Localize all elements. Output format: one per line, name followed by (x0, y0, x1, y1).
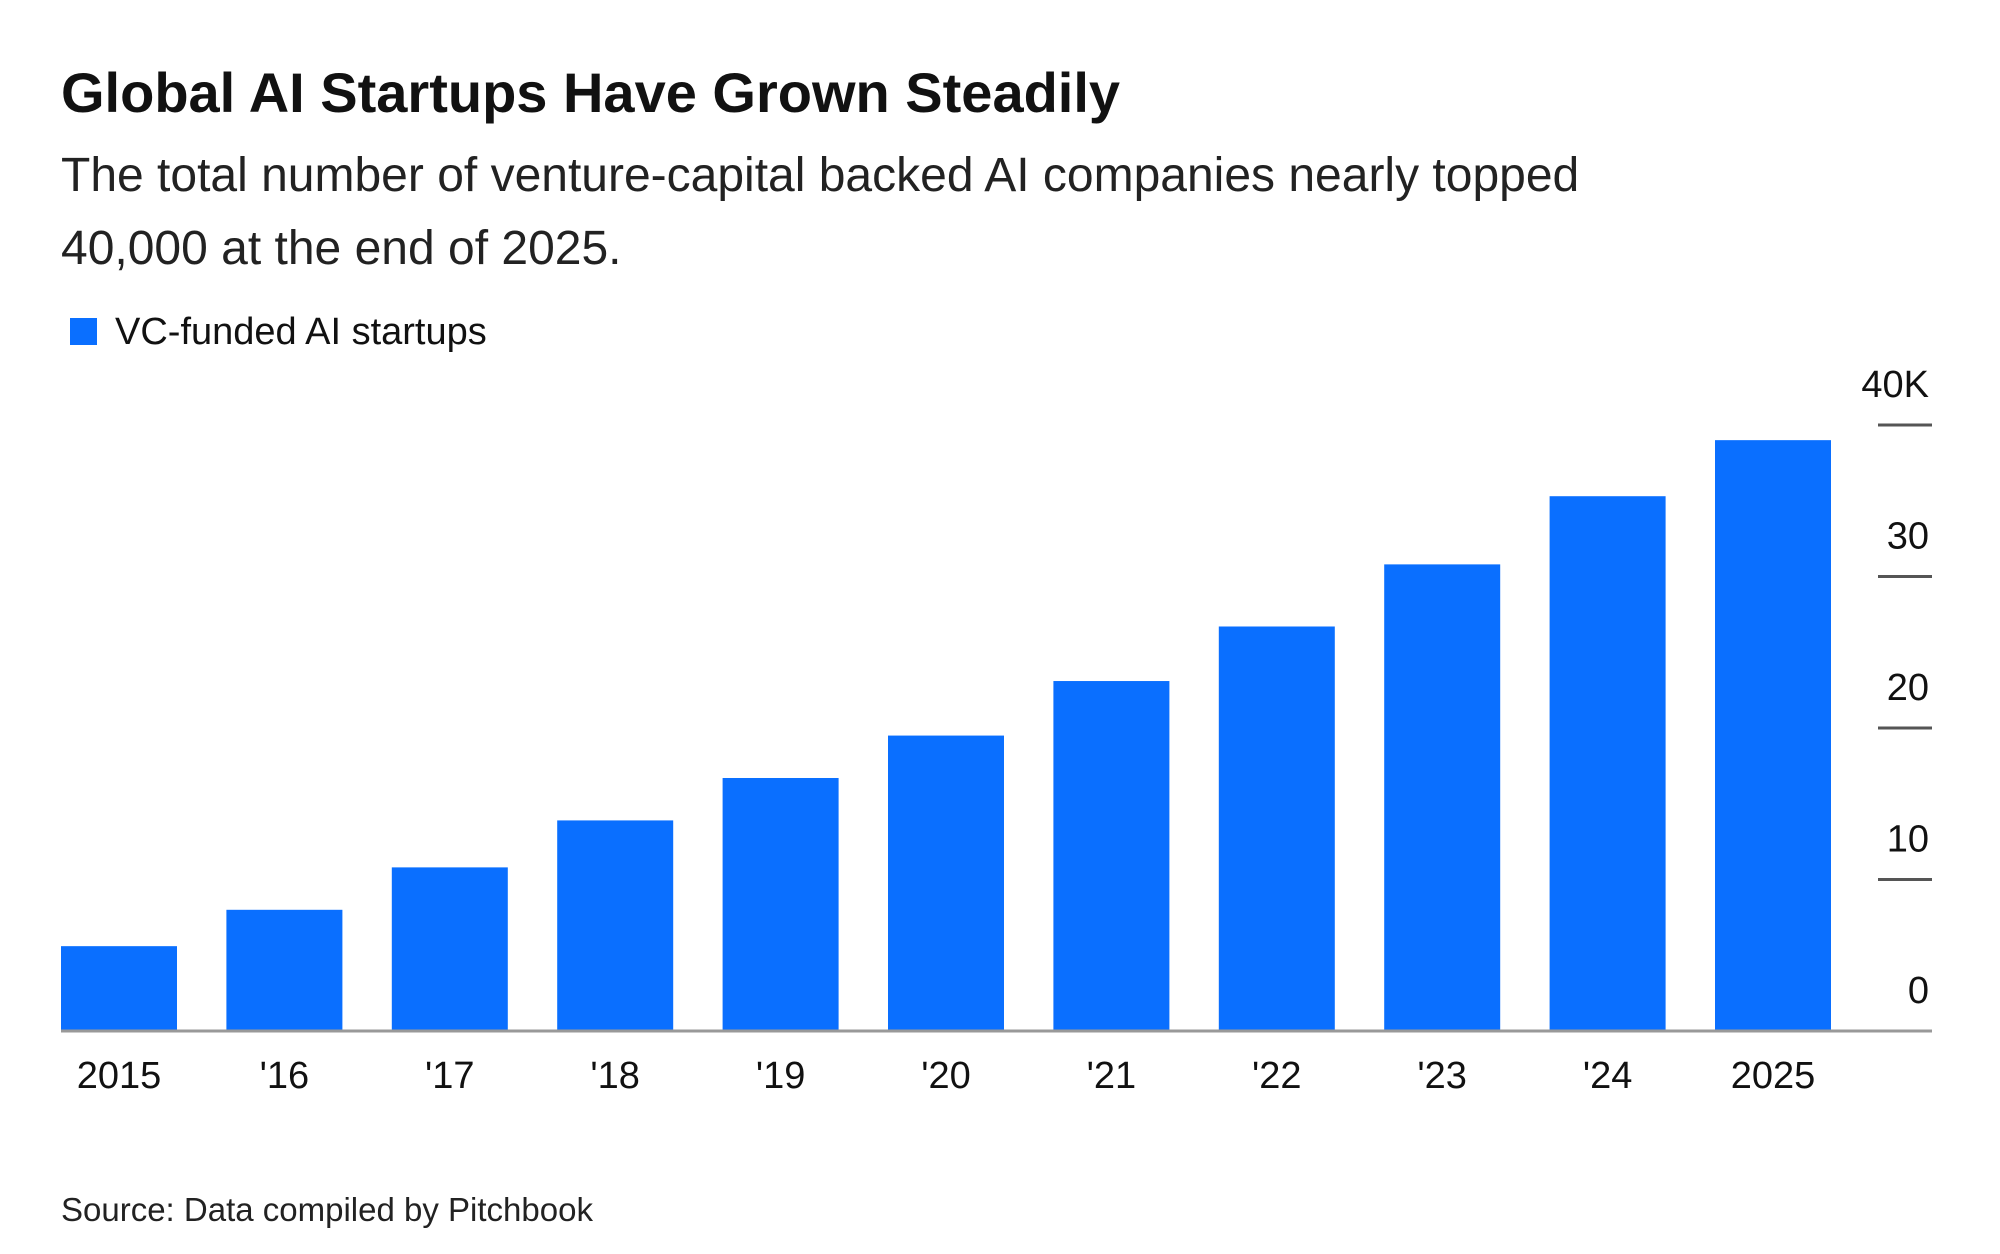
x-tick-label: '20 (921, 1055, 971, 1097)
y-tick-label: 10 (1887, 819, 1929, 861)
x-tick-label: 2025 (1731, 1055, 1816, 1097)
x-tick-label: '17 (425, 1055, 475, 1097)
bar (1218, 626, 1335, 1031)
source: Source: Data compiled by Pitchbook (61, 1191, 593, 1228)
legend-label: VC-funded AI startups (115, 311, 487, 353)
bar (1384, 564, 1501, 1031)
x-tick-label: '18 (590, 1055, 640, 1097)
x-tick-label: '23 (1417, 1055, 1467, 1097)
x-tick-label: '19 (756, 1055, 806, 1097)
x-tick-label: '24 (1583, 1055, 1633, 1097)
x-tick-label: 2015 (77, 1055, 162, 1097)
bar (722, 777, 839, 1031)
legend-swatch (70, 318, 97, 345)
bar (226, 909, 343, 1031)
y-tick-label: 20 (1887, 667, 1929, 709)
chart-subtitle: The total number of venture-capital back… (61, 149, 1579, 202)
bar (61, 946, 177, 1031)
bar (391, 867, 508, 1031)
y-tick-label: 40K (1861, 364, 1929, 406)
bar (557, 820, 674, 1031)
bar (888, 735, 1004, 1031)
chart-title: Global AI Startups Have Grown Steadily (61, 61, 1120, 124)
x-tick-label: '22 (1252, 1055, 1302, 1097)
x-tick-label: '21 (1087, 1055, 1137, 1097)
bar (1549, 496, 1666, 1032)
y-tick-label: 30 (1887, 516, 1929, 558)
x-tick-label: '16 (260, 1055, 310, 1097)
chart-subtitle: 40,000 at the end of 2025. (61, 222, 621, 275)
bar (1053, 681, 1170, 1031)
y-tick-label: 0 (1908, 970, 1929, 1012)
bar (1715, 440, 1831, 1031)
